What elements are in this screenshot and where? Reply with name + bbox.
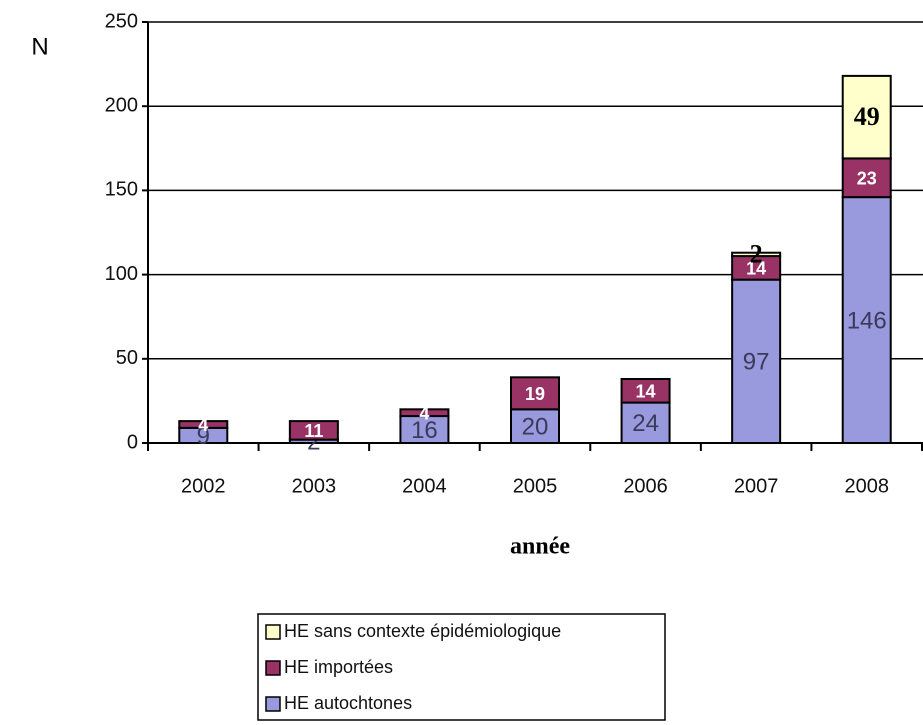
bar-segment — [178, 420, 229, 429]
data-label: 14 — [746, 259, 766, 279]
data-label: 23 — [857, 169, 877, 189]
x-tick-label: 2004 — [402, 475, 447, 497]
data-label: 146 — [847, 307, 887, 334]
data-label: 97 — [743, 349, 770, 376]
bar-segment — [288, 420, 339, 441]
legend-swatch — [265, 660, 281, 676]
y-tick-label: 150 — [105, 179, 138, 201]
legend-label: HE sans contexte épidémiologique — [284, 621, 561, 641]
data-label: 49 — [854, 102, 880, 131]
y-tick-label: 0 — [127, 431, 138, 453]
bar-segment — [399, 415, 450, 444]
bar-segment — [399, 408, 450, 418]
bar-segment — [841, 74, 892, 160]
bar-segment — [841, 196, 892, 444]
x-tick-label: 2007 — [734, 475, 779, 497]
legend-label: HE importées — [284, 657, 393, 677]
data-label: 9 — [197, 423, 210, 450]
bar-segment — [620, 378, 671, 404]
x-tick-label: 2003 — [292, 475, 337, 497]
y-tick-label: 100 — [105, 263, 138, 285]
x-tick-label: 2005 — [513, 475, 558, 497]
legend-box — [257, 613, 666, 721]
data-label: 4 — [198, 415, 208, 435]
data-label: 4 — [419, 403, 429, 423]
x-axis-label: année — [510, 534, 570, 560]
data-label: 2 — [750, 239, 763, 268]
bar-segment — [731, 278, 782, 445]
data-label: 19 — [525, 384, 545, 404]
bar-segment — [731, 251, 782, 258]
y-tick-label: 200 — [105, 94, 138, 116]
bar-segment — [841, 157, 892, 199]
y-axis-label: N — [31, 33, 48, 60]
y-tick-label: 250 — [105, 10, 138, 32]
data-label: 16 — [411, 417, 438, 444]
data-label: 24 — [632, 410, 659, 437]
legend-swatch — [265, 696, 281, 712]
x-tick-label: 2006 — [623, 475, 668, 497]
data-label: 14 — [636, 382, 656, 402]
data-label: 11 — [304, 421, 323, 441]
x-tick-label: 2002 — [181, 475, 226, 497]
legend-label: HE autochtones — [284, 693, 412, 713]
bar-segment — [510, 408, 560, 445]
y-tick-label: 50 — [116, 347, 138, 369]
data-label: 20 — [522, 414, 549, 441]
legend-swatch — [265, 624, 281, 640]
x-tick-label: 2008 — [844, 475, 889, 497]
bar-segment — [510, 376, 560, 411]
